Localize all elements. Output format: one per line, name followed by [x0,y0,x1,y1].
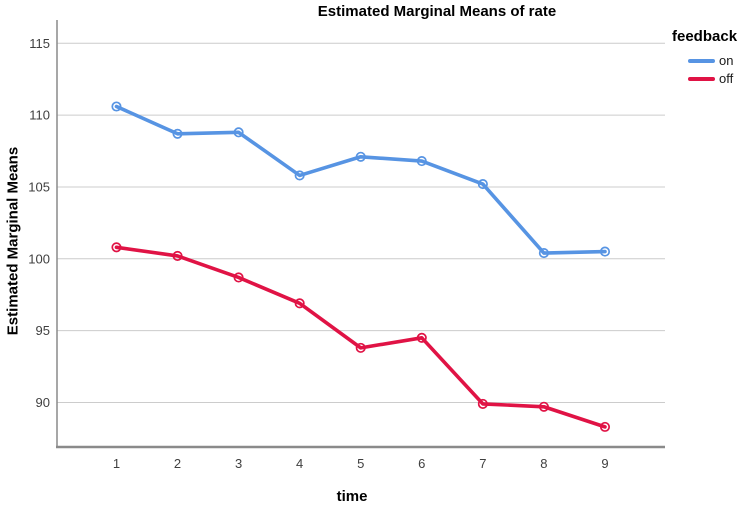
legend-item-off: off [688,72,749,86]
y-tick-label-115: 115 [29,36,50,51]
data-point-on-2 [172,128,183,139]
x-tick-label-1: 1 [113,456,120,471]
data-point-off-3 [233,272,244,283]
legend-items: on off [672,54,749,86]
legend-swatch-on [688,59,715,63]
legend: feedback on off [672,28,749,90]
y-tick-label-100: 100 [28,251,50,266]
y-tick-label-110: 110 [29,108,50,123]
data-point-off-6 [416,332,427,343]
x-tick-label-4: 4 [296,456,303,471]
legend-label-off: off [719,71,734,86]
data-point-on-7 [477,179,488,190]
x-tick-label-9: 9 [601,456,608,471]
x-axis-title: time [336,488,368,505]
y-tick-label-105: 105 [28,179,50,194]
data-point-on-8 [538,247,549,259]
data-point-off-2 [172,250,183,261]
data-point-on-5 [355,151,366,162]
x-tick-label-8: 8 [540,456,547,471]
data-point-on-6 [416,156,427,167]
x-tick-label-3: 3 [235,456,242,471]
legend-item-on: on [688,54,749,68]
chart-title: Estimated Marginal Means of rate [317,3,557,20]
legend-title: feedback [672,28,738,45]
legend-swatch-off [688,77,715,81]
x-tick-label-6: 6 [418,456,425,471]
series-line-off [114,245,607,429]
data-point-on-9 [599,246,611,257]
y-tick-label-90: 90 [36,395,50,410]
data-point-off-4 [294,298,305,309]
data-point-on-1 [111,101,122,112]
x-tick-label-5: 5 [357,456,364,471]
legend-label-on: on [719,53,734,68]
data-point-on-3 [233,127,244,138]
data-point-on-4 [294,170,305,181]
data-point-off-8 [538,401,549,412]
series-line-on [114,104,607,255]
x-tick-label-2: 2 [174,456,181,471]
data-point-off-1 [111,242,122,253]
x-tick-label-7: 7 [479,456,486,471]
data-point-off-5 [355,342,366,353]
data-point-off-9 [599,421,611,432]
data-point-off-7 [477,398,488,409]
y-tick-label-95: 95 [36,323,50,338]
